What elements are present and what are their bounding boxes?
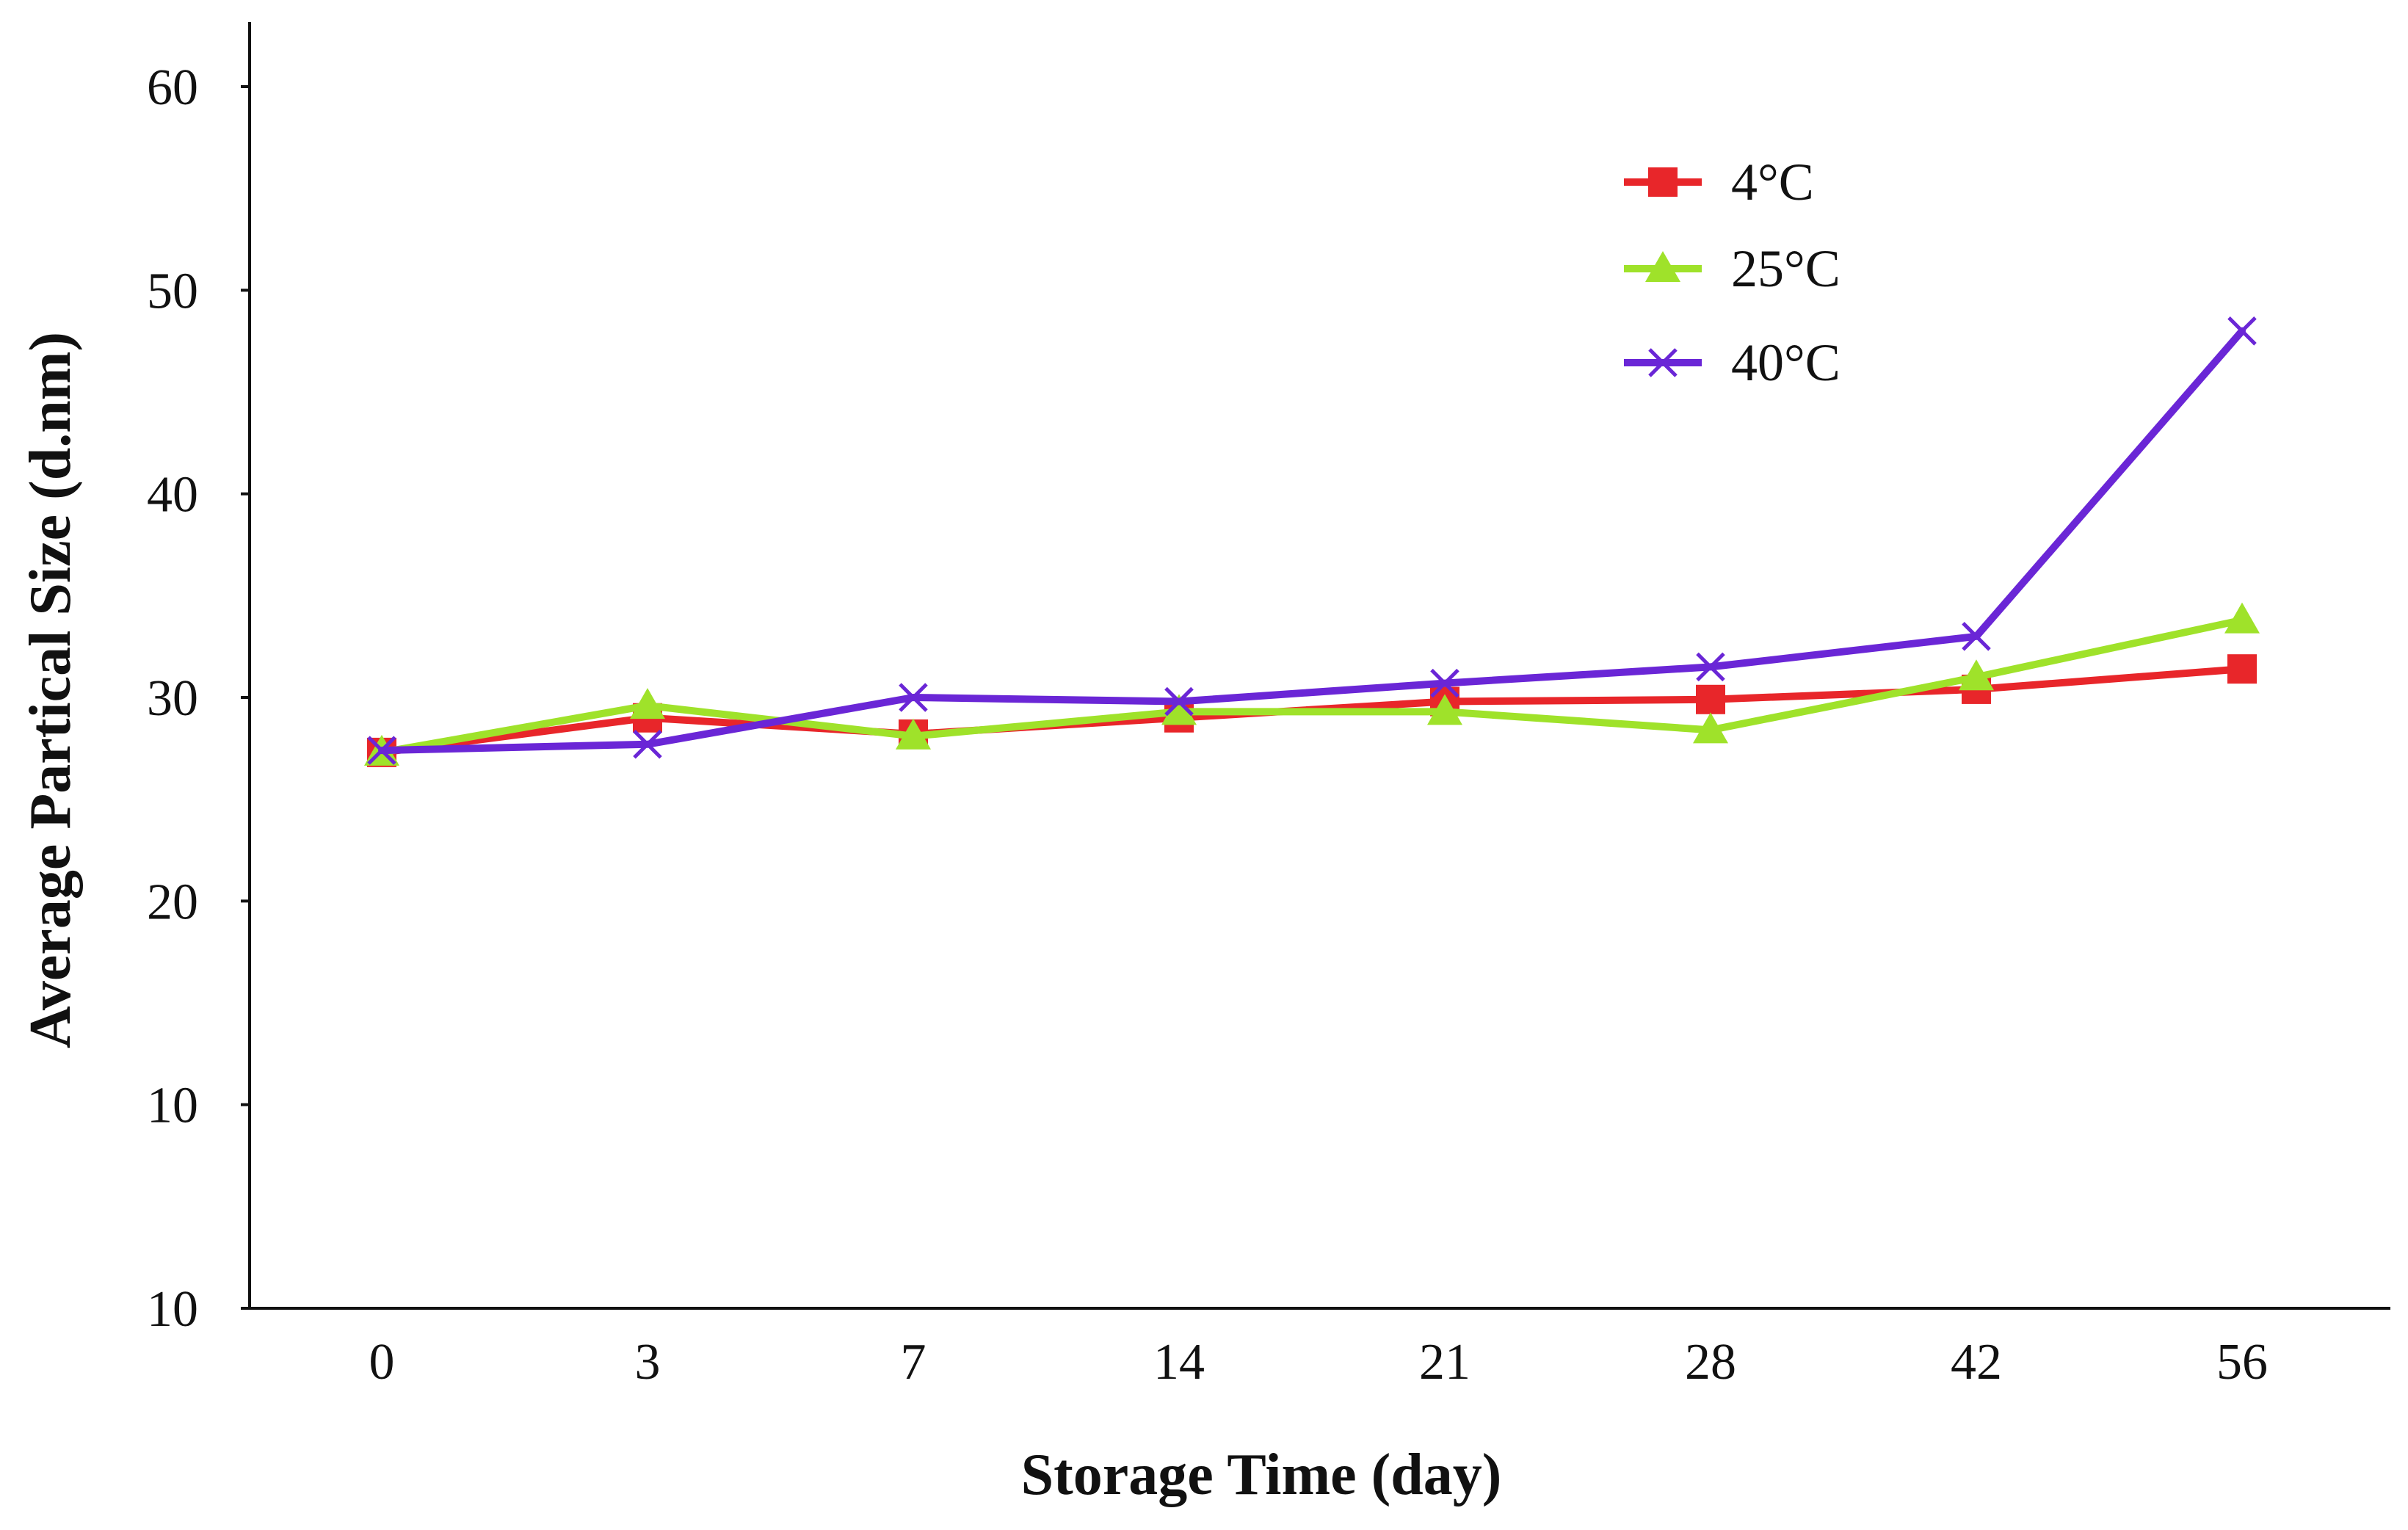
data-point — [367, 736, 396, 765]
series-line — [378, 616, 2246, 756]
y-tick-label: 50 — [147, 263, 198, 319]
x-tick-label: 28 — [1685, 1334, 1736, 1391]
x-axis-ticks: 0 3 7 14 21 28 42 56 — [369, 1334, 2269, 1391]
x-tick-label: 14 — [1153, 1334, 1205, 1391]
y-axis-title: Average Partical Size (d.nm) — [18, 332, 83, 1048]
data-point — [896, 718, 931, 750]
data-point — [1430, 668, 1459, 698]
data-point — [1962, 622, 1991, 651]
data-point-stroke-b — [1962, 622, 1991, 651]
series-line — [378, 327, 2246, 755]
data-point — [899, 683, 928, 712]
x-tick-label: 3 — [635, 1334, 661, 1391]
data-point — [1161, 694, 1197, 725]
series-1 — [364, 602, 2260, 766]
data-point-stroke-b — [367, 736, 396, 765]
series-2 — [367, 316, 2257, 765]
legend-item: 25°C — [1624, 239, 1841, 298]
legend-label: 25°C — [1731, 239, 1841, 298]
legend-marker — [1648, 348, 1678, 377]
data-point — [1959, 659, 1994, 691]
data-point — [1427, 694, 1462, 725]
data-point — [2227, 316, 2257, 346]
legend: 4°C 25°C 40°C — [1624, 153, 1841, 392]
data-point-stroke-b — [633, 730, 662, 759]
legend-marker-stroke-b — [1648, 348, 1678, 377]
y-tick-label: 60 — [147, 59, 198, 116]
y-tick-label: 10 — [147, 1281, 198, 1338]
data-point — [2227, 654, 2257, 684]
x-tick-label: 21 — [1419, 1334, 1470, 1391]
legend-marker — [1648, 167, 1678, 197]
data-point-stroke-b — [2227, 316, 2257, 346]
x-axis-title: Storage Time (day) — [1021, 1443, 1502, 1507]
data-point — [630, 688, 665, 719]
data-point — [1696, 684, 1725, 714]
legend-label: 4°C — [1731, 153, 1814, 211]
y-tick-label: 10 — [147, 1078, 198, 1134]
legend-item: 4°C — [1624, 153, 1814, 211]
data-point-stroke-b — [1164, 686, 1194, 717]
y-tick-label: 20 — [147, 874, 198, 930]
x-tick-label: 7 — [901, 1334, 926, 1391]
y-tick-label: 30 — [147, 670, 198, 727]
data-point-stroke-b — [1696, 652, 1725, 682]
y-tick-label: 40 — [147, 467, 198, 523]
data-point-stroke-b — [1430, 668, 1459, 698]
legend-marker — [1645, 251, 1680, 282]
series-group — [364, 316, 2260, 767]
x-tick-label: 0 — [369, 1334, 395, 1391]
data-point — [1164, 686, 1194, 717]
x-tick-label: 56 — [2216, 1334, 2268, 1391]
data-point — [1696, 652, 1725, 682]
legend-item: 40°C — [1624, 333, 1841, 392]
data-point — [2224, 602, 2260, 634]
data-point — [1693, 712, 1728, 744]
x-tick-label: 42 — [1951, 1334, 2002, 1391]
data-point — [633, 730, 662, 759]
plot-area — [248, 22, 2390, 1310]
y-axis-ticks: 10 10 20 30 40 50 60 — [147, 59, 250, 1338]
legend-label: 40°C — [1731, 333, 1841, 392]
data-point-stroke-b — [899, 683, 928, 712]
